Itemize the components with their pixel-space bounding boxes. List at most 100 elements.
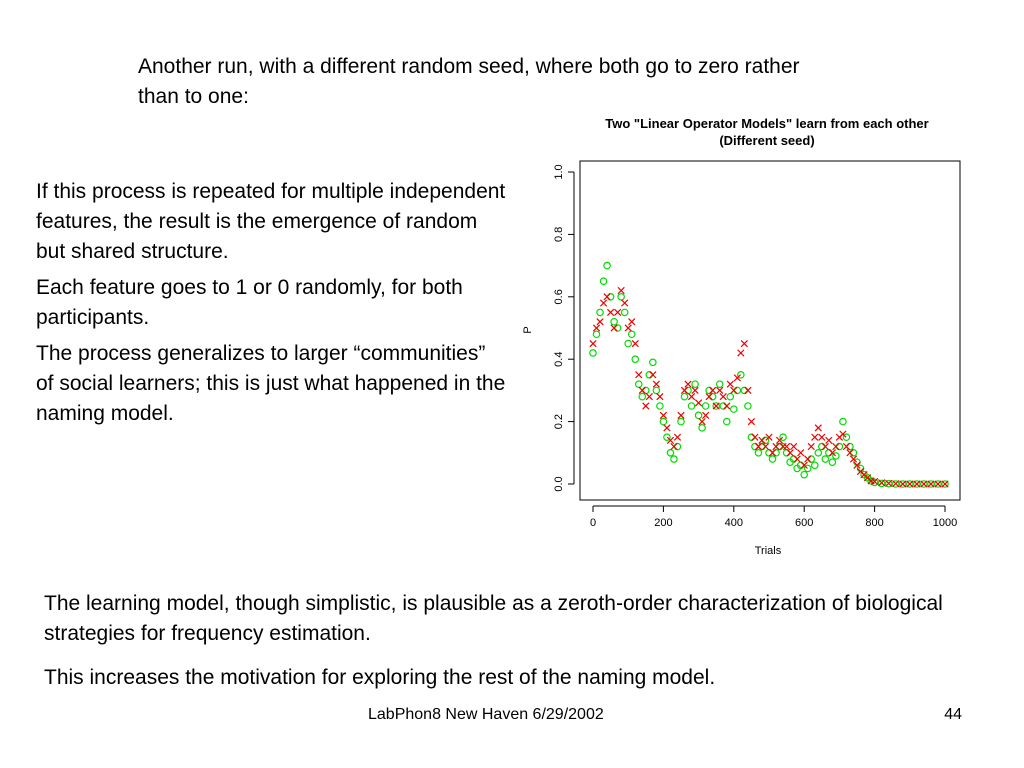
page-number: 44 [944,706,962,723]
red-point [712,402,720,410]
red-point [920,480,928,488]
red-point [642,402,650,410]
red-point [684,380,692,388]
red-point [927,480,935,488]
green-point [634,380,643,388]
red-point [680,386,689,395]
red-point [614,308,622,317]
red-point [709,386,717,395]
green-point [927,480,935,488]
x-tick-label: 400 [725,517,743,529]
red-point [821,442,829,451]
red-point [694,399,703,407]
green-point [842,433,851,442]
green-point [941,480,949,488]
green-point [807,455,816,463]
red-point [596,318,604,326]
red-point [677,411,685,419]
green-point [670,455,678,463]
green-point [877,479,886,488]
red-point [656,393,664,401]
green-point [592,330,601,339]
red-point [628,318,636,326]
red-point [645,393,653,401]
x-axis-label: Trials [755,545,782,557]
green-point [934,480,942,488]
red-point [804,455,812,463]
green-point [751,442,759,451]
red-point [906,480,914,488]
green-point [814,448,823,457]
red-point [719,393,727,401]
green-point [652,386,661,395]
green-point [782,448,791,457]
green-point [701,402,710,410]
red-point [631,339,639,348]
green-point [649,358,657,367]
green-point [775,442,784,451]
red-point [825,436,833,444]
green-point [691,380,699,388]
green-point [913,480,921,488]
green-point [603,261,611,270]
red-point [649,371,657,379]
red-point [790,442,798,451]
red-point [786,449,794,457]
green-point [656,402,664,410]
red-point [599,299,608,307]
green-point [666,448,675,457]
green-point [747,433,756,442]
green-point [715,380,724,388]
bottom-paragraph: This increases the motivation for explor… [44,666,716,689]
red-point [673,433,682,441]
green-point [765,448,773,457]
red-point [839,430,847,438]
footer-text: LabPhon8 New Haven 6/29/2002 [368,706,604,723]
left-paragraph: The process generalizes to larger “commu… [36,342,506,425]
y-axis-label: P [522,326,534,333]
green-point [870,478,879,487]
red-point [751,433,759,441]
red-point [723,402,731,410]
green-point [663,433,671,442]
red-point [698,417,706,426]
data-marks [589,261,949,488]
left-paragraph: Each feature goes to 1 or 0 randomly, fo… [36,276,463,329]
green-point [677,417,685,426]
red-point [635,371,643,379]
green-point [722,417,731,426]
chart-svg: Two "Linear Operator Models" learn from … [522,116,961,557]
green-point [673,442,682,451]
green-point [730,405,738,413]
green-point [825,448,833,457]
red-point [899,480,907,488]
red-point [934,480,942,488]
chart-subtitle: (Different seed) [719,133,814,148]
green-point [740,386,749,395]
red-point [744,386,752,395]
red-point [691,386,699,395]
red-point [702,411,710,419]
green-point [606,293,615,301]
red-point [853,461,861,469]
y-tick-label: 0.6 [553,289,565,304]
green-point [891,480,900,488]
red-point [666,436,675,444]
red-point [849,455,858,463]
bottom-text: The learning model, though simplistic, i… [44,589,1004,707]
green-point [733,386,742,395]
y-tick-label: 0.2 [553,414,565,429]
green-point [596,308,604,317]
green-point [839,417,847,426]
green-point [846,442,854,451]
red-point [726,380,734,388]
red-point [811,433,819,441]
green-point [754,448,763,457]
red-point [913,480,921,488]
green-point [638,392,647,401]
green-point [610,317,618,326]
red-point [878,479,886,487]
red-point [807,442,815,451]
red-point [733,374,741,382]
green-point [779,433,787,442]
